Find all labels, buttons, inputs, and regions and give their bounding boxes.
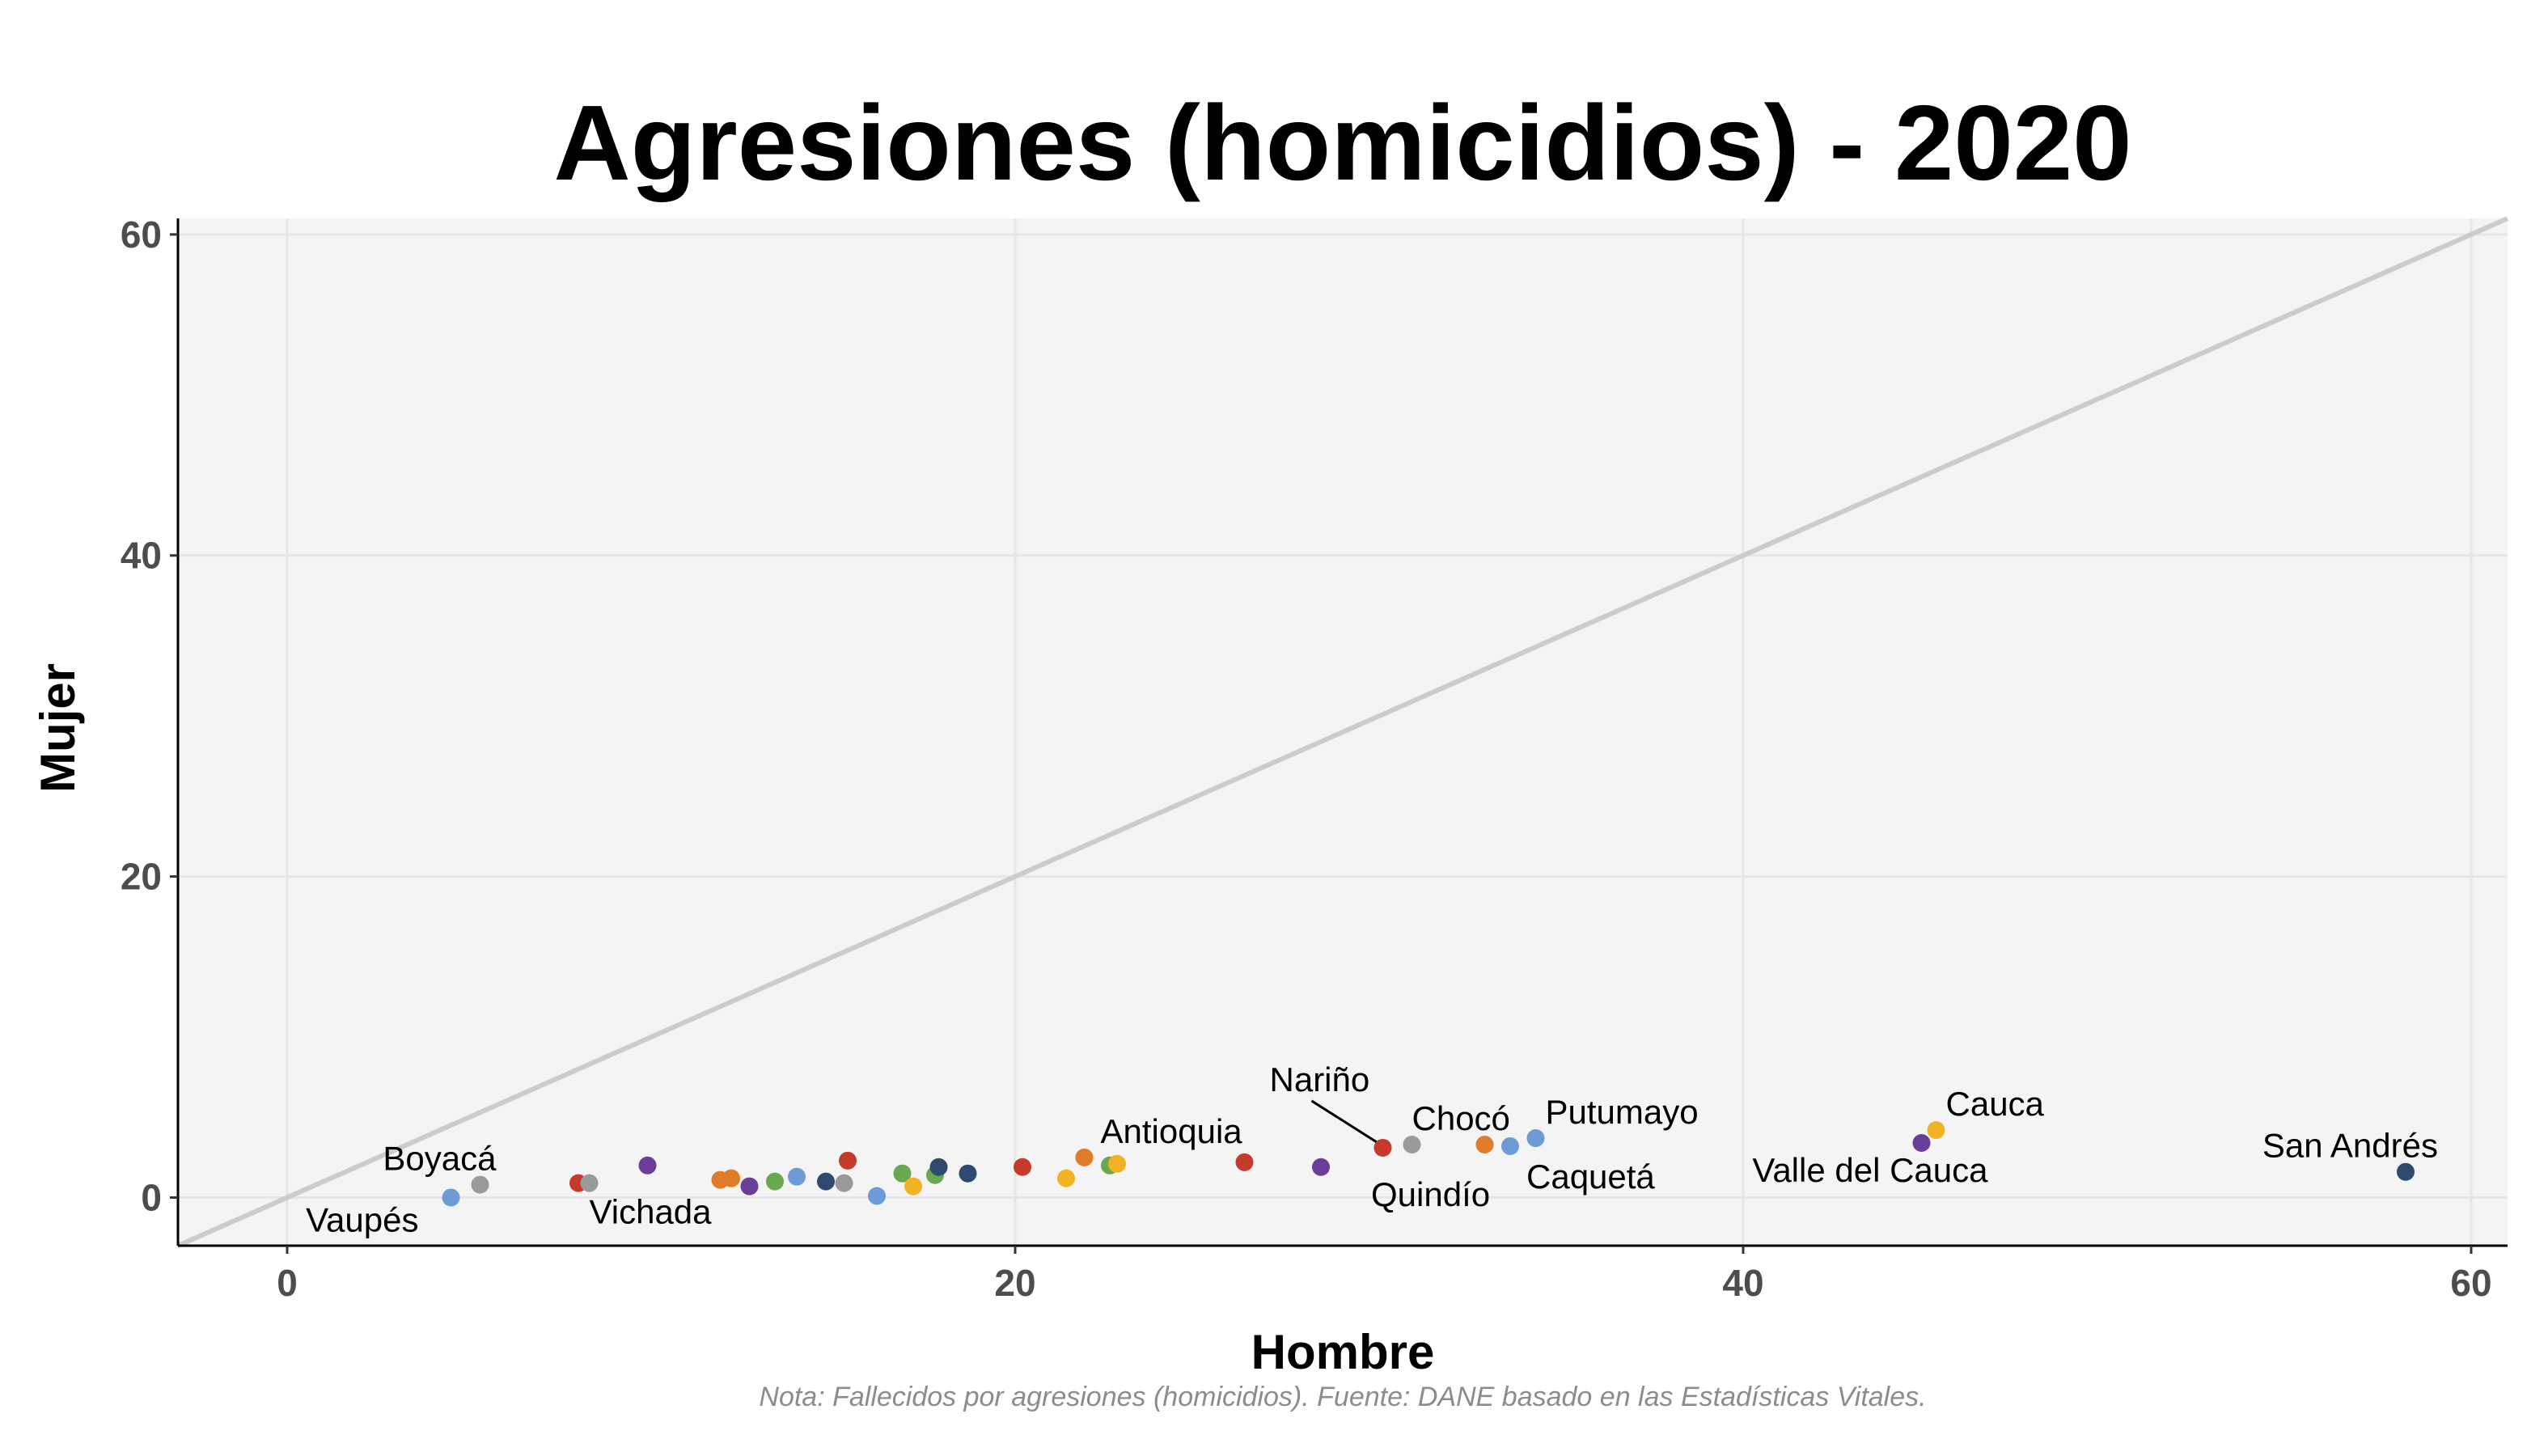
point-label: Putumayo — [1546, 1093, 1699, 1131]
data-point — [904, 1177, 922, 1196]
point-label: Chocó — [1412, 1099, 1510, 1137]
point-label: Vaupés — [306, 1200, 418, 1238]
data-point — [1312, 1158, 1330, 1176]
data-point — [929, 1158, 948, 1176]
data-point — [817, 1172, 835, 1191]
chart-title: Agresiones (homicidios) - 2020 — [553, 83, 2131, 202]
label-leader-lines — [1310, 1099, 1379, 1145]
x-axis-title: Hombre — [1251, 1325, 1435, 1379]
data-point — [471, 1175, 489, 1194]
data-point — [1927, 1121, 1945, 1140]
point-labels: Vaupés Boyacá Vichada Antioquia Quindío Nariñ… — [306, 1060, 2438, 1239]
data-point — [868, 1187, 886, 1205]
data-point — [638, 1156, 657, 1175]
data-point — [1501, 1136, 1519, 1155]
point-label: Boyacá — [383, 1140, 497, 1178]
tick-labels: 0 20 40 60 0 20 40 60 — [121, 214, 2492, 1304]
x-tick-label: 0 — [277, 1262, 298, 1304]
data-point — [1057, 1169, 1075, 1187]
y-tick-label: 40 — [121, 535, 162, 577]
data-point — [1475, 1135, 1494, 1153]
x-tick-label: 40 — [1722, 1262, 1763, 1304]
data-point — [740, 1177, 759, 1196]
data-point — [1108, 1154, 1126, 1173]
data-point — [959, 1164, 977, 1183]
y-tick-label: 20 — [121, 856, 162, 898]
point-label: Antioquia — [1101, 1112, 1243, 1150]
point-label: Quindío — [1371, 1175, 1490, 1213]
y-tick-label: 60 — [121, 214, 162, 256]
y-axis-title: Mujer — [31, 663, 85, 793]
grid-lines — [178, 218, 2508, 1246]
x-tick-label: 20 — [994, 1262, 1035, 1304]
data-point — [1912, 1134, 1931, 1152]
source-note: Nota: Fallecidos por agresiones (homicid… — [759, 1382, 1926, 1412]
data-points — [442, 1121, 2415, 1207]
data-point — [442, 1188, 460, 1207]
axes — [176, 218, 2508, 1247]
label-leader-line — [1310, 1099, 1379, 1145]
data-point — [2397, 1162, 2415, 1181]
data-point — [1075, 1148, 1094, 1166]
data-point — [1526, 1129, 1545, 1148]
point-label: San Andrés — [2262, 1127, 2438, 1165]
point-label: Cauca — [1946, 1085, 2045, 1123]
data-point — [835, 1174, 853, 1192]
data-point — [1235, 1153, 1254, 1171]
data-point — [1403, 1135, 1421, 1153]
point-label: Caquetá — [1526, 1158, 1655, 1196]
y-tick-label: 0 — [141, 1176, 162, 1218]
data-point — [893, 1164, 912, 1183]
data-point — [788, 1167, 806, 1186]
point-label: Vichada — [590, 1193, 713, 1231]
reference-line-y-equals-x — [176, 216, 2509, 1248]
x-tick-label: 60 — [2450, 1262, 2491, 1304]
data-point — [722, 1169, 740, 1187]
data-point — [580, 1174, 599, 1192]
data-point — [766, 1172, 784, 1191]
data-point — [1014, 1158, 1031, 1176]
data-point — [1373, 1138, 1392, 1157]
point-label: Nariño — [1270, 1060, 1370, 1098]
data-point — [839, 1151, 857, 1170]
point-label: Valle del Cauca — [1752, 1151, 1988, 1189]
